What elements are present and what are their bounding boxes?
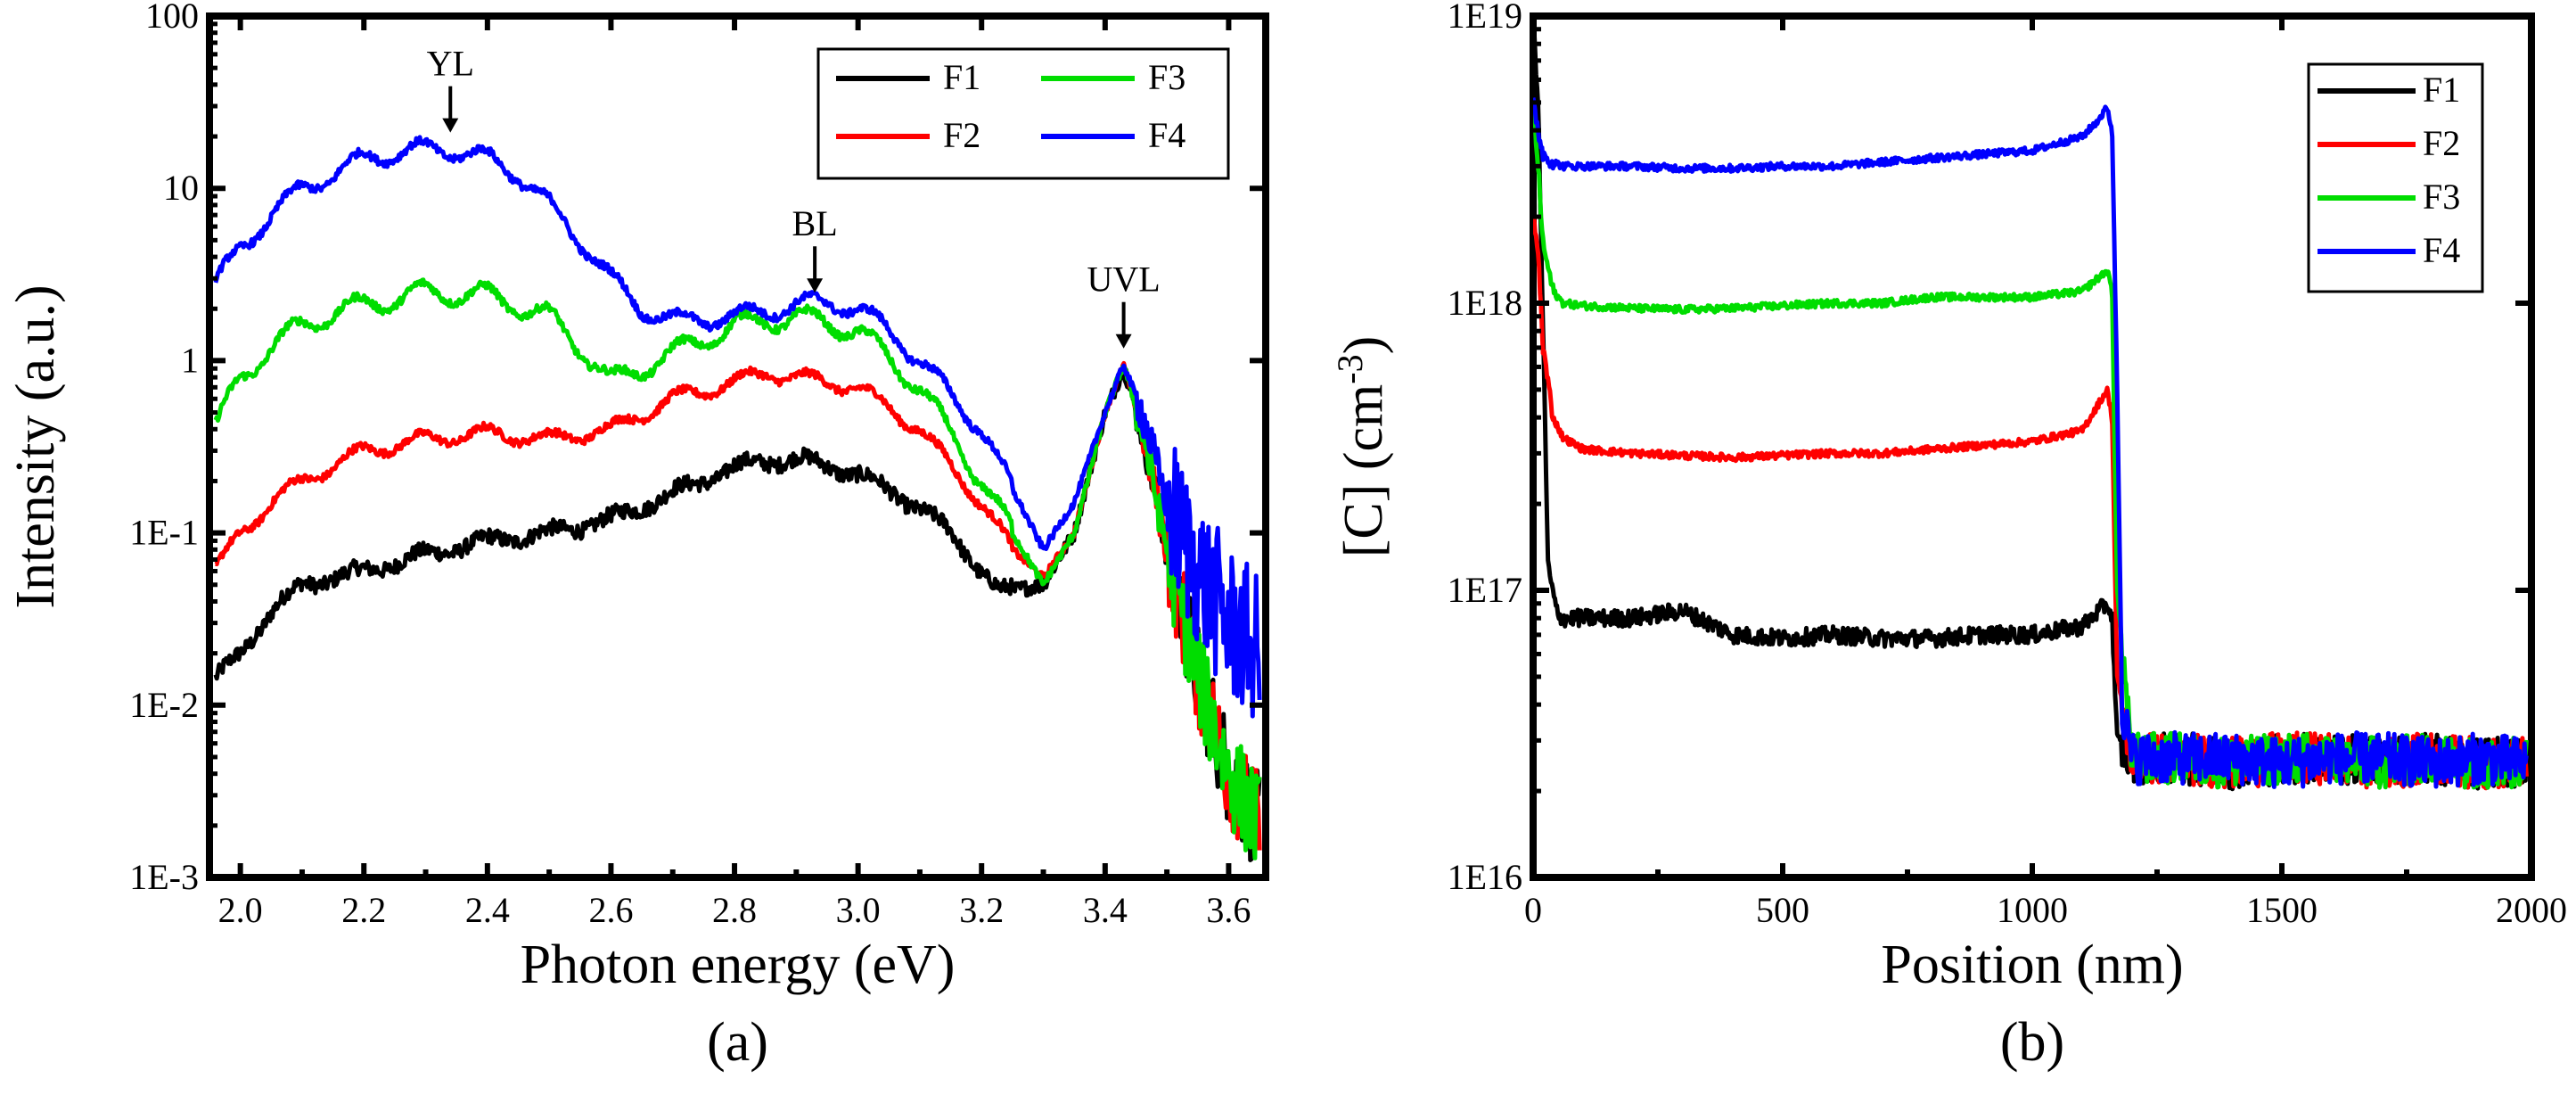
a-y-tick-label: 1E-1 — [129, 513, 199, 553]
panel-a-label: (a) — [707, 1012, 768, 1073]
panel-a-legend: F1 F2 F3 F4 — [816, 47, 1230, 180]
a-x-tick-label: 3.6 — [1206, 890, 1251, 930]
b-series-f4 — [1533, 97, 2529, 789]
panel-a-plot-frame — [206, 12, 1269, 881]
annotation-label-yl: YL — [427, 44, 474, 84]
annotation-arrowhead-uvl — [1115, 334, 1132, 349]
panel-b-legend-label-f1: F1 — [2423, 70, 2460, 110]
a-x-tick-label: 2.4 — [465, 890, 510, 930]
b-x-tick-label: 0 — [1524, 890, 1542, 930]
a-series-f4 — [213, 135, 1262, 719]
panel-b-legend-label-f2: F2 — [2423, 123, 2460, 163]
b-x-tick-label: 1000 — [1997, 890, 2068, 930]
b-x-tick-label: 2000 — [2496, 890, 2567, 930]
panel-a-legend-label-f2: F2 — [943, 115, 980, 155]
panel-a-legend-label-f3: F3 — [1148, 57, 1185, 97]
a-x-tick-label: 2.0 — [218, 890, 263, 930]
a-x-tick-label: 3.4 — [1083, 890, 1128, 930]
b-y-tick-label: 1E18 — [1448, 283, 1522, 323]
a-y-tick-label: 100 — [145, 0, 199, 36]
b-x-tick-label: 1500 — [2246, 890, 2318, 930]
a-y-tick-label: 10 — [163, 168, 199, 208]
a-y-tick-label: 1E-3 — [129, 857, 199, 897]
panel-a-legend-label-f1: F1 — [943, 57, 980, 97]
annotation-label-uvl: UVL — [1087, 259, 1161, 300]
panel-a-legend-label-f4: F4 — [1148, 115, 1185, 155]
a-y-tick-label: 1E-2 — [129, 685, 199, 725]
panel-a-x-axis-label: Photon energy (eV) — [521, 935, 956, 995]
a-x-tick-label: 3.2 — [959, 890, 1004, 930]
b-y-tick-label: 1E16 — [1448, 857, 1522, 897]
panel-a-chart: 2.0 2.2 2.4 2.6 2.8 3.0 3.2 3.4 3.6 1E-3 1E-2 1E-1 1… — [5, 0, 1269, 1073]
panel-b-x-axis-label: Position (nm) — [1881, 935, 2183, 995]
panel-b-legend-label-f3: F3 — [2423, 177, 2460, 217]
a-x-tick-label: 2.2 — [341, 890, 386, 930]
a-y-tick-label: 1 — [181, 340, 199, 380]
panel-b-legend: F1 F2 F3 F4 — [2307, 62, 2484, 293]
a-series-f1 — [213, 365, 1262, 862]
panel-a-y-axis-label: Intensity (a.u.) — [5, 284, 66, 608]
panel-a-legend-box — [816, 47, 1230, 180]
annotation-arrowhead-bl — [807, 278, 824, 293]
panel-b-y-axis-label-main: [C] (cm — [1333, 384, 1394, 558]
annotation-arrowhead-yl — [442, 118, 459, 133]
b-x-tick-label: 500 — [1756, 890, 1809, 930]
b-y-tick-label: 1E19 — [1448, 0, 1522, 36]
annotation-label-bl: BL — [792, 203, 838, 243]
panel-b-y-axis-label-sup: -3 — [1330, 354, 1370, 383]
a-x-tick-label: 3.0 — [836, 890, 881, 930]
a-x-tick-label: 2.8 — [712, 890, 757, 930]
panel-b-y-axis-label: [C] (cm-3) — [1330, 336, 1395, 558]
a-series-f2 — [214, 360, 1262, 851]
panel-b-label: (b) — [2000, 1012, 2064, 1073]
a-x-tick-label: 2.6 — [588, 890, 633, 930]
panel-b-legend-label-f4: F4 — [2423, 230, 2460, 270]
b-y-tick-label: 1E17 — [1448, 570, 1522, 610]
panel-b-y-axis-label-close: ) — [1333, 336, 1394, 355]
